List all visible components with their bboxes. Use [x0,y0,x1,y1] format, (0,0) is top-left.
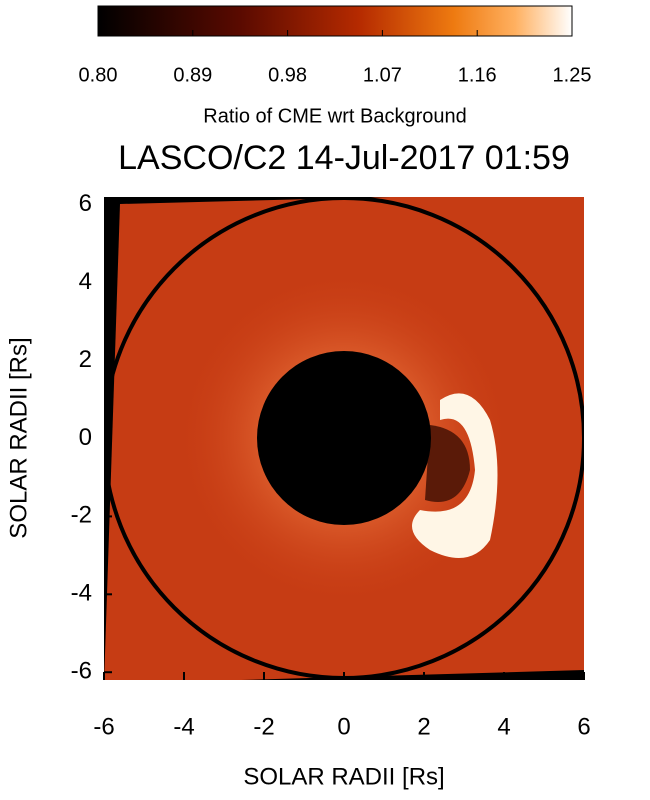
colorbar-tick-label: 0.80 [79,64,118,86]
x-tick-label: 0 [337,713,350,740]
colorbar-tick-label: 1.07 [363,64,402,86]
x-axis-label: SOLAR RADII [Rs] [243,763,444,790]
cme-core [425,425,470,502]
y-tick-label: -6 [71,658,92,685]
x-tick-label: -6 [93,713,114,740]
y-tick-label: 4 [79,268,92,295]
cme-front [412,393,498,558]
colorbar-tick-label: 1.16 [458,64,497,86]
y-tick-label: -4 [71,580,92,607]
x-tick-label: 4 [497,713,510,740]
colorbar-label: Ratio of CME wrt Background [203,105,466,127]
colorbar-tick-label: 0.98 [268,64,307,86]
y-tick-label: 2 [79,346,92,373]
occulter [257,351,431,525]
y-tick-label: 0 [79,424,92,451]
image [104,197,584,680]
y-tick-label: -2 [71,502,92,529]
y-axis-label: SOLAR RADII [Rs] [5,337,32,538]
colorbar [97,5,573,37]
x-tick-label: -2 [253,713,274,740]
colorbar-tick-label: 1.25 [553,64,592,86]
x-tick-label: 2 [417,713,430,740]
colorbar-tick-label: 0.89 [173,64,212,86]
x-tick-label: -4 [173,713,194,740]
chart-title: LASCO/C2 14-Jul-2017 01:59 [118,139,570,177]
x-tick-label: 6 [577,713,590,740]
y-tick-label: 6 [79,190,92,217]
